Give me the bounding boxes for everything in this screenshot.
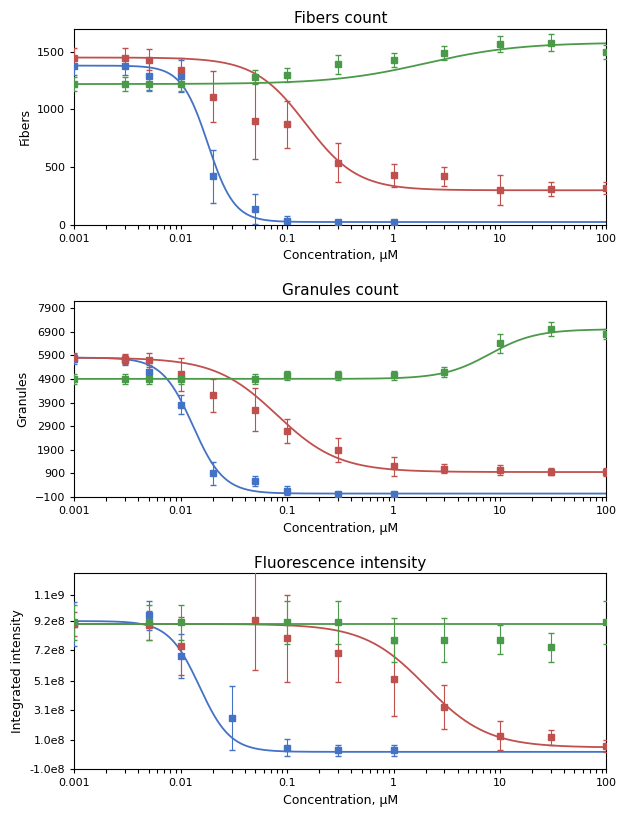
Title: Granules count: Granules count: [282, 283, 399, 299]
Title: Fibers count: Fibers count: [294, 11, 387, 26]
Y-axis label: Granules: Granules: [16, 371, 30, 427]
Y-axis label: Fibers: Fibers: [19, 108, 32, 146]
Y-axis label: Integrated intensity: Integrated intensity: [11, 609, 24, 733]
X-axis label: Concentration, μM: Concentration, μM: [283, 249, 398, 263]
X-axis label: Concentration, μM: Concentration, μM: [283, 794, 398, 807]
Title: Fluorescence intensity: Fluorescence intensity: [254, 555, 426, 570]
X-axis label: Concentration, μM: Concentration, μM: [283, 522, 398, 535]
